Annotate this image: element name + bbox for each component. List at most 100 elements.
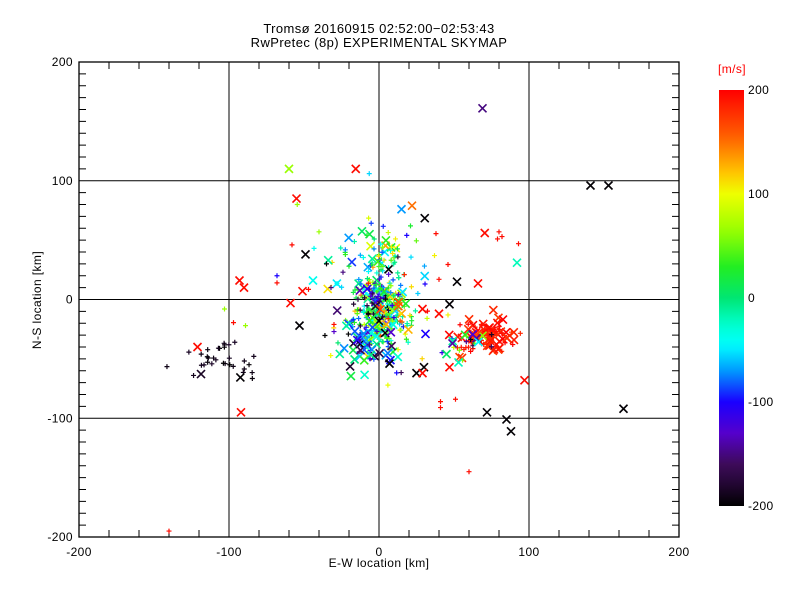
scatter-point	[420, 271, 430, 281]
scatter-point	[300, 249, 311, 259]
scatter-point	[494, 343, 504, 354]
scatter-point	[222, 306, 227, 312]
scatter-point	[368, 220, 374, 226]
scatter-point	[215, 345, 221, 351]
scatter-point	[232, 339, 238, 345]
scatter-point	[409, 318, 415, 324]
scatter-point	[235, 372, 245, 383]
scatter-point	[360, 255, 366, 261]
scatter-point	[433, 231, 439, 237]
scatter-point	[249, 370, 255, 376]
scatter-point	[323, 255, 333, 265]
scatter-point	[362, 295, 368, 301]
scatter-point	[420, 329, 431, 339]
scatter-point	[401, 299, 411, 309]
scatter-point	[389, 303, 395, 309]
scatter-point	[396, 275, 402, 281]
scatter-point	[251, 353, 257, 359]
scatter-point	[397, 311, 403, 317]
scatter-point	[289, 242, 295, 248]
scatter-point	[388, 290, 394, 296]
y-axis-label: N-S location [km]	[30, 250, 44, 350]
scatter-point	[407, 312, 413, 318]
scatter-point	[388, 244, 394, 250]
scatter-point	[205, 359, 211, 365]
scatter-point	[388, 283, 394, 289]
scatter-point	[375, 304, 385, 314]
colorbar-tick-label: -100	[748, 395, 774, 409]
scatter-point	[375, 294, 381, 300]
scatter-point	[340, 269, 346, 275]
scatter-point	[464, 314, 474, 324]
scatter-point	[379, 287, 389, 297]
scatter-point	[366, 306, 372, 312]
scatter-point	[374, 270, 380, 276]
scatter-point	[284, 164, 294, 174]
scatter-point	[422, 281, 428, 287]
scatter-point	[499, 234, 505, 240]
scatter-point	[495, 236, 500, 242]
scatter-point	[365, 310, 371, 316]
scatter-point	[362, 284, 372, 294]
scatter-point	[419, 356, 425, 362]
scatter-point	[436, 276, 442, 282]
scatter-point	[222, 342, 228, 348]
scatter-point	[381, 308, 387, 314]
scatter-point	[386, 341, 397, 351]
scatter-point	[236, 407, 246, 417]
scatter-point	[466, 469, 472, 475]
scatter-point	[383, 296, 389, 302]
scatter-point	[226, 342, 232, 348]
scatter-point	[366, 171, 372, 177]
scatter-point	[385, 230, 391, 236]
scatter-point	[493, 328, 499, 334]
x-axis-label: E-W location [km]	[328, 556, 430, 570]
scatter-point	[332, 305, 342, 316]
scatter-point	[364, 232, 370, 238]
scatter-point	[465, 321, 471, 327]
scatter-point	[371, 236, 377, 242]
scatter-point	[205, 347, 211, 353]
scatter-point	[473, 278, 483, 289]
scatter-point	[373, 257, 383, 267]
scatter-point	[361, 309, 367, 315]
scatter-point	[371, 301, 381, 311]
scatter-point	[385, 316, 391, 322]
colorbar-gradient	[719, 90, 744, 506]
scatter-point	[274, 273, 280, 279]
scatter-point	[345, 361, 355, 371]
scatter-point	[342, 247, 348, 253]
scatter-point	[509, 335, 519, 345]
plot-border	[78, 61, 680, 538]
scatter-point	[374, 329, 380, 335]
scatter-point	[419, 362, 429, 372]
scatter-point	[445, 261, 451, 267]
scatter-point	[618, 404, 629, 414]
scatter-point	[363, 324, 369, 330]
scatter-point	[346, 371, 356, 381]
scatter-point	[357, 252, 363, 258]
scatter-point	[417, 368, 428, 378]
scatter-point	[444, 299, 455, 309]
scatter-point	[378, 285, 384, 291]
scatter-point	[366, 215, 372, 221]
scatter-point	[355, 286, 365, 296]
scatter-point	[344, 233, 354, 243]
scatter-point	[322, 333, 328, 339]
scatter-point	[390, 293, 396, 299]
scatter-point	[396, 291, 402, 297]
scatter-point	[209, 361, 215, 367]
scatter-point	[424, 315, 430, 321]
scatter-point	[241, 366, 247, 372]
scatter-point	[357, 226, 367, 236]
scatter-point	[339, 284, 345, 290]
y-tick-label: 100	[52, 174, 73, 188]
scatter-point	[438, 405, 443, 411]
scatter-point	[388, 257, 394, 263]
scatter-point	[375, 348, 385, 358]
scatter-point	[489, 332, 495, 338]
scatter-point	[371, 285, 377, 291]
scatter-point	[519, 375, 530, 385]
y-tick-label: 200	[52, 55, 73, 69]
scatter-point	[345, 331, 351, 337]
